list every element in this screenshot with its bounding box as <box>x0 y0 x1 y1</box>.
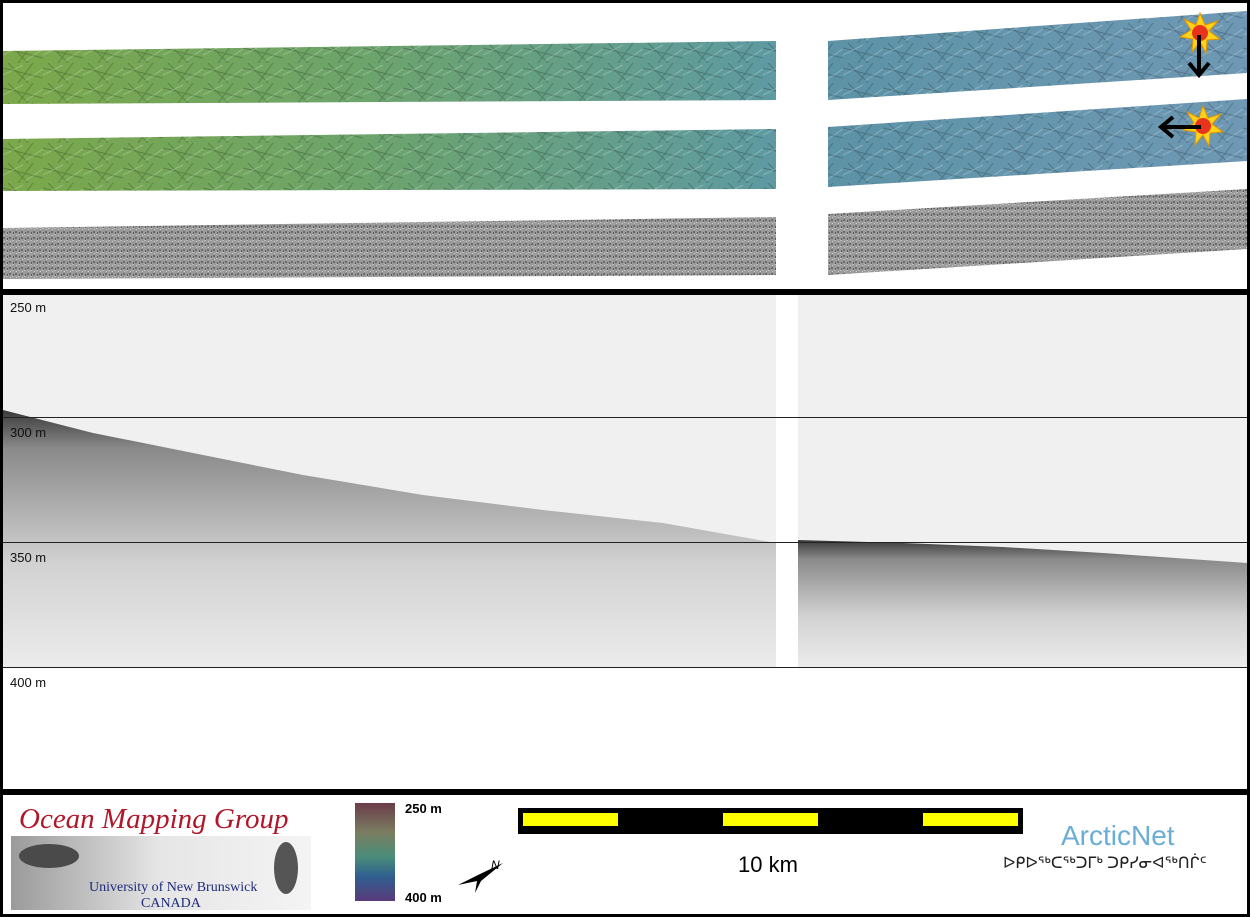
depth-gridline <box>3 417 1247 418</box>
north-arrow-icon: N <box>458 858 503 893</box>
seabed-echo-left <box>3 410 776 667</box>
backscatter-strip-right <box>828 189 1247 275</box>
sun-illumination-icon <box>1181 104 1225 148</box>
omg-title: Ocean Mapping Group <box>19 803 289 835</box>
depth-gridline <box>3 542 1247 543</box>
swath-strips <box>3 11 1247 279</box>
depth-gridline <box>3 667 1247 668</box>
scale-bar-segment <box>523 813 618 826</box>
arrow-down-icon <box>1187 35 1211 79</box>
omg-university: University of New Brunswick <box>89 880 258 895</box>
depth-label-250: 250 m <box>10 300 47 315</box>
ocean-mapping-group-logo: Ocean Mapping Group University of New Br… <box>11 798 311 911</box>
water-column-profile: 250 m 300 m 350 m 400 m <box>3 295 1247 789</box>
sun-illumination-icon <box>1178 11 1222 55</box>
depth-label-300: 300 m <box>10 425 47 440</box>
arcticnet-logo: ArcticNet <box>1061 820 1175 851</box>
depth-color-ramp <box>355 803 395 901</box>
swath-map-panel <box>3 3 1247 289</box>
legend-footer: Ocean Mapping Group University of New Br… <box>3 795 1247 914</box>
seabed-echo-right <box>798 540 1247 667</box>
svg-text:N: N <box>491 858 500 872</box>
scale-bar-segment <box>723 813 818 826</box>
ramp-label-bottom: 400 m <box>405 890 442 905</box>
arcticnet-inuktitut: ᐅᑭᐅᖅᑕᖅᑐᒥᒃ ᑐᑭᓯᓂᐊᖅᑎᒌᑦ <box>1003 855 1207 872</box>
seabed-echo <box>3 410 1247 667</box>
profile-gap <box>776 295 798 667</box>
scale-bar-label: 10 km <box>738 852 798 877</box>
scale-bar <box>518 808 1023 834</box>
omg-country: CANADA <box>141 896 201 911</box>
scale-bar-segment <box>923 813 1018 826</box>
arrow-left-icon <box>1157 115 1201 139</box>
backscatter-strip-left <box>3 217 776 279</box>
ramp-label-top: 250 m <box>405 801 442 816</box>
depth-label-400: 400 m <box>10 675 47 690</box>
depth-label-350: 350 m <box>10 550 47 565</box>
